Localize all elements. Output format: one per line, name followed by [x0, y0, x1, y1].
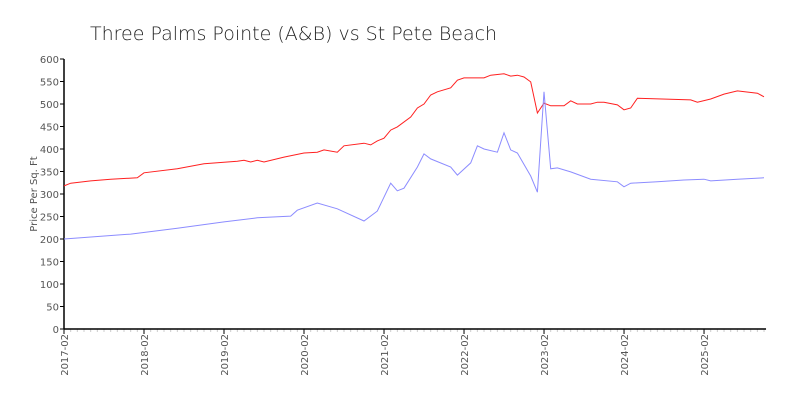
y-tick-label: 550 — [40, 78, 59, 89]
series-lines — [63, 73, 765, 240]
x-tick-label: 2021-02 — [380, 334, 391, 376]
y-tick-label: 600 — [40, 55, 59, 66]
series-line-1 — [63, 73, 765, 187]
x-tick-label: 2024-02 — [620, 334, 631, 376]
y-tick-label: 450 — [40, 123, 59, 134]
x-tick-label: 2022-02 — [460, 334, 471, 376]
x-tick-label: 2025-02 — [700, 334, 711, 376]
y-tick-label: 50 — [46, 303, 59, 314]
y-tick-label: 400 — [40, 145, 59, 156]
x-tick-label: 2017-02 — [60, 334, 71, 376]
y-tick-label: 350 — [40, 168, 59, 179]
x-tick-label: 2019-02 — [220, 334, 231, 376]
x-tick-label: 2018-02 — [140, 334, 151, 376]
y-tick-label: 500 — [40, 100, 59, 111]
axes: 0 50 100 150 200 250 300 350 400 450 500 550 600 2017… — [40, 55, 767, 376]
x-tick-label: 2020-02 — [300, 334, 311, 376]
y-tick-label: 300 — [40, 190, 59, 201]
chart-title: Three Palms Pointe (A&B) vs St Pete Beac… — [90, 23, 497, 45]
y-tick-label: 150 — [40, 258, 59, 269]
y-tick-label: 0 — [53, 325, 59, 336]
y-tick-label: 100 — [40, 280, 59, 291]
y-tick-label: 200 — [40, 235, 59, 246]
series-line-2 — [63, 91, 765, 240]
y-axis-label: Price Per Sq. Ft — [29, 156, 40, 231]
y-tick-label: 250 — [40, 213, 59, 224]
x-tick-label: 2023-02 — [540, 334, 551, 376]
